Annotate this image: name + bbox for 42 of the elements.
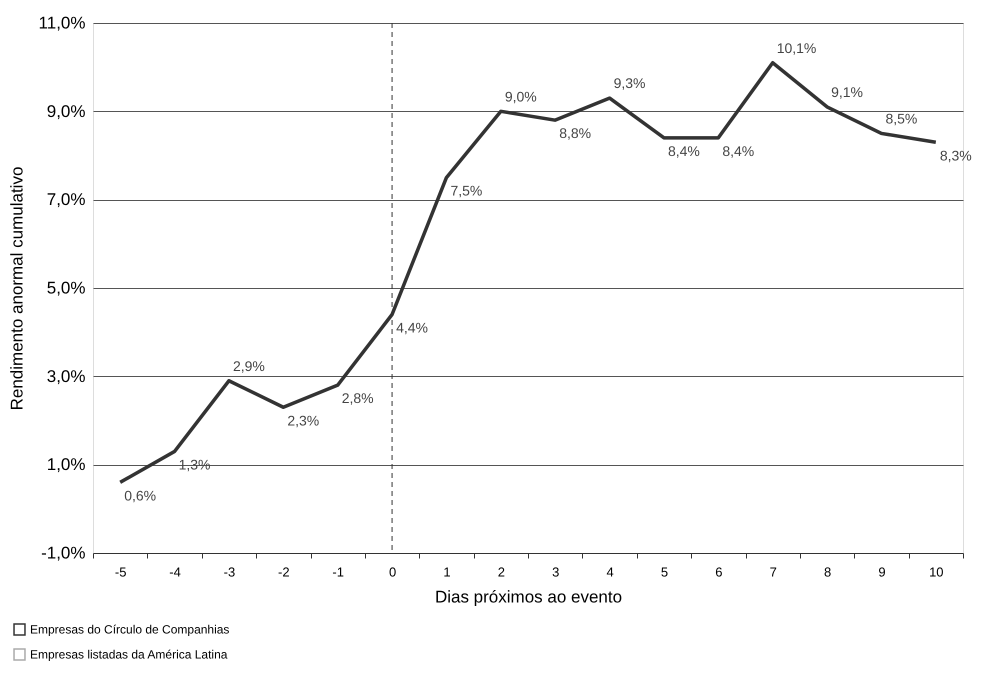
y-tick-label: -1,0% [41,544,86,562]
data-label: 8,4% [668,142,700,159]
x-tick-label: 10 [929,564,944,580]
y-tick-label: 3,0% [46,366,86,386]
x-tick-label: 1 [443,564,451,580]
data-label: 7,5% [450,182,482,199]
data-label: 4,4% [396,320,428,336]
data-label: 9,1% [831,84,863,100]
y-tick-label: 7,0% [46,190,86,210]
x-axis-title: Dias próximos ao evento [434,588,622,606]
x-tick-label: 7 [770,564,777,580]
x-tick-label: 4 [606,564,614,580]
x-tick-label: 8 [824,564,832,580]
x-tick-label: 9 [878,564,886,580]
data-label: 0,6% [124,487,156,504]
x-tick-label: -2 [278,564,290,580]
x-tick-label: 2 [498,564,505,580]
y-tick-label: 1,0% [46,455,86,474]
x-tick-label: -1 [332,564,344,580]
x-tick-label: -4 [169,564,181,580]
data-label: 9,3% [614,75,646,92]
legend-label: Empresas listadas da América Latina [30,648,228,662]
x-tick-label: -5 [114,564,126,580]
data-label: 2,8% [342,390,374,406]
legend-label: Empresas do Círculo de Companhias [30,622,230,636]
data-label: 2,9% [232,358,265,374]
data-label: 8,4% [722,142,754,159]
x-tick-label: 6 [715,564,722,580]
x-tick-label: 5 [660,564,668,580]
data-label: 2,3% [287,412,320,428]
y-axis-title: Rendimento anormal cumulativo [8,166,27,410]
y-tick-label: 9,0% [46,102,86,121]
data-label: 10,1% [776,40,816,56]
x-tick-label: 3 [552,564,560,580]
data-label: 8,8% [559,125,592,142]
y-tick-label: 5,0% [46,278,86,298]
data-label: 9,0% [504,88,537,104]
y-tick-label: 11,0% [38,14,86,32]
data-label: 8,3% [940,147,972,164]
data-label: 8,5% [885,110,918,126]
x-tick-label: 0 [388,564,396,580]
x-tick-label: -3 [224,564,236,580]
